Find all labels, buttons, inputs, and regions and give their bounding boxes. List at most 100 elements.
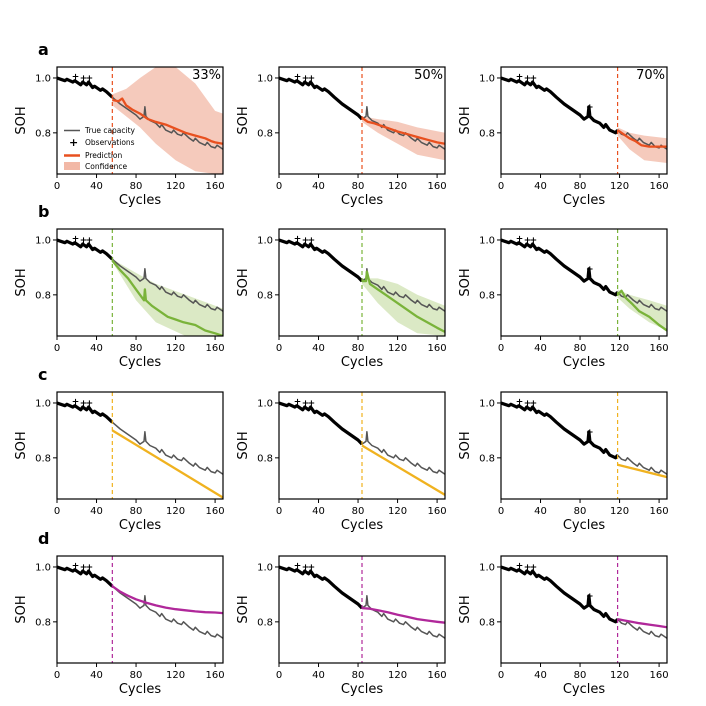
x-tick-label: 40: [534, 506, 547, 517]
x-tick-label: 120: [388, 181, 407, 192]
prediction-line: [616, 129, 667, 148]
x-tick-label: 160: [428, 506, 447, 517]
x-tick-label: 160: [650, 670, 669, 681]
axes-frame: [56, 555, 224, 664]
true-capacity-line: [57, 402, 223, 475]
axes-frame: [500, 66, 668, 175]
x-tick-label: 160: [428, 343, 447, 354]
y-tick-label: 1.0: [479, 235, 495, 246]
observation-marker: +: [86, 236, 94, 246]
y-axis-label: SOH: [236, 268, 251, 296]
y-tick-label: 1.0: [479, 398, 495, 409]
x-tick-label: 80: [352, 506, 365, 517]
prediction-line: [111, 429, 223, 499]
observation-marker: +: [524, 236, 532, 246]
prediction-line: [617, 617, 667, 629]
prediction-line: [111, 585, 223, 615]
x-tick-label: 160: [206, 670, 225, 681]
y-tick-label: 0.8: [35, 617, 51, 628]
prediction-line: [361, 116, 445, 145]
legend-confidence-swatch: [64, 162, 80, 170]
x-tick-label: 0: [54, 343, 60, 354]
y-axis-label: SOH: [14, 431, 29, 459]
x-axis-label: Cycles: [119, 193, 162, 208]
axes-frame: [500, 228, 668, 337]
legend-observations-swatch: +: [69, 136, 78, 149]
x-tick-label: 120: [610, 181, 629, 192]
y-tick-label: 1.0: [35, 73, 51, 84]
x-tick-label: 0: [276, 343, 282, 354]
plot-area: + ++: [57, 67, 223, 174]
x-tick-label: 0: [54, 670, 60, 681]
x-axis-label: Cycles: [563, 193, 606, 208]
prediction-line: [616, 289, 667, 332]
observation-marker: +: [308, 74, 316, 84]
observations-line: [57, 238, 114, 261]
plot-area: + ++: [279, 235, 445, 336]
legend-observations-label: Observations: [85, 138, 135, 147]
y-tick-label: 0.8: [257, 453, 273, 464]
plot-area: + ++: [57, 235, 223, 336]
true-capacity-line: [501, 566, 667, 639]
confidence-band: [112, 67, 223, 174]
observations-line: [57, 76, 114, 99]
x-tick-label: 120: [388, 343, 407, 354]
prediction-line: [617, 463, 667, 479]
observations-line: [279, 565, 364, 610]
x-tick-label: 80: [130, 506, 143, 517]
plot-area: + ++: [57, 398, 223, 499]
x-tick-label: 80: [352, 343, 365, 354]
legend-confidence-label: Confidence: [85, 162, 128, 171]
y-tick-label: 0.8: [479, 128, 495, 139]
y-tick-label: 1.0: [257, 562, 273, 573]
observations-line: [501, 401, 619, 460]
plot-area: + +++: [501, 73, 667, 163]
observation-marker: +: [80, 563, 88, 573]
plot-area: + +++: [501, 562, 667, 639]
x-axis-label: Cycles: [341, 193, 384, 208]
observation-marker: +: [516, 73, 524, 83]
observations-line: [279, 238, 364, 283]
x-tick-label: 120: [388, 506, 407, 517]
legend: True capacity + Observations Prediction …: [64, 126, 136, 171]
y-axis-label: SOH: [236, 106, 251, 134]
x-axis-label: Cycles: [119, 518, 162, 533]
observation-marker: +: [80, 399, 88, 409]
observation-marker: +: [586, 592, 594, 602]
y-axis-label: SOH: [14, 268, 29, 296]
observation-marker: +: [72, 562, 80, 572]
observation-marker: +: [516, 562, 524, 572]
x-tick-label: 160: [650, 181, 669, 192]
x-tick-label: 80: [574, 181, 587, 192]
x-tick-label: 0: [276, 670, 282, 681]
confidence-band: [112, 259, 223, 336]
y-tick-label: 0.8: [257, 128, 273, 139]
x-tick-label: 160: [428, 670, 447, 681]
observation-marker: +: [530, 74, 538, 84]
observation-marker: +: [294, 562, 302, 572]
row-letter: d: [38, 529, 49, 548]
observation-marker: +: [294, 73, 302, 83]
x-tick-label: 0: [498, 343, 504, 354]
axes-frame: [500, 555, 668, 664]
x-tick-label: 120: [166, 181, 185, 192]
x-tick-label: 80: [352, 670, 365, 681]
y-tick-label: 1.0: [35, 562, 51, 573]
x-axis-label: Cycles: [563, 355, 606, 370]
x-axis-label: Cycles: [341, 682, 384, 697]
x-tick-label: 40: [312, 343, 325, 354]
observation-marker: +: [530, 399, 538, 409]
observation-marker: +: [72, 235, 80, 245]
x-tick-label: 0: [498, 506, 504, 517]
observation-marker: +: [308, 563, 316, 573]
x-tick-label: 40: [90, 670, 103, 681]
split-percentage-label: 70%: [636, 68, 665, 83]
observation-marker: +: [86, 74, 94, 84]
observation-marker: +: [294, 398, 302, 408]
